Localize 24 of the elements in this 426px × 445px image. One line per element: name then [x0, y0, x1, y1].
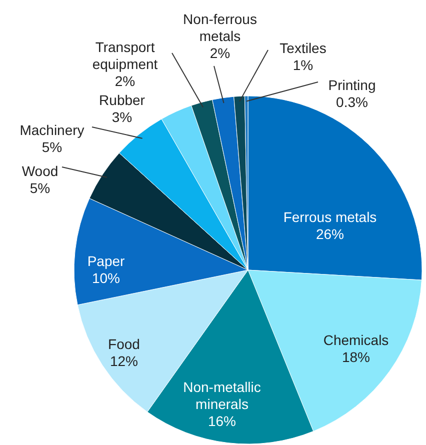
- data-label: 0.3%: [336, 94, 368, 110]
- data-label: 2%: [114, 73, 136, 89]
- data-label: 1%: [292, 57, 314, 73]
- data-label: 3%: [112, 109, 132, 125]
- slice-label: Paper: [87, 253, 126, 269]
- slice-label: Ferrous metals: [283, 209, 377, 225]
- data-label: 5%: [42, 139, 62, 155]
- slice-label: Textiles: [280, 40, 326, 56]
- data-label: 2%: [210, 45, 230, 61]
- slice-label: Chemicals: [323, 332, 389, 348]
- data-label: 26%: [316, 226, 344, 242]
- data-label: 12%: [110, 353, 138, 369]
- slice-label: Transport equipment: [92, 39, 158, 72]
- slice-label: Machinery: [20, 122, 84, 138]
- slice-label: Printing: [328, 77, 376, 93]
- slice-label: Rubber: [99, 92, 146, 108]
- data-label: 5%: [30, 180, 50, 196]
- slice-label: Wood: [22, 163, 58, 179]
- slice-label: Non-ferrous metals: [183, 11, 257, 44]
- data-label: 10%: [92, 270, 120, 286]
- data-label: 16%: [208, 413, 236, 429]
- slice-label: Food: [108, 336, 140, 352]
- data-label: 18%: [342, 349, 370, 365]
- slice-label: Non-metallic minerals: [183, 379, 261, 412]
